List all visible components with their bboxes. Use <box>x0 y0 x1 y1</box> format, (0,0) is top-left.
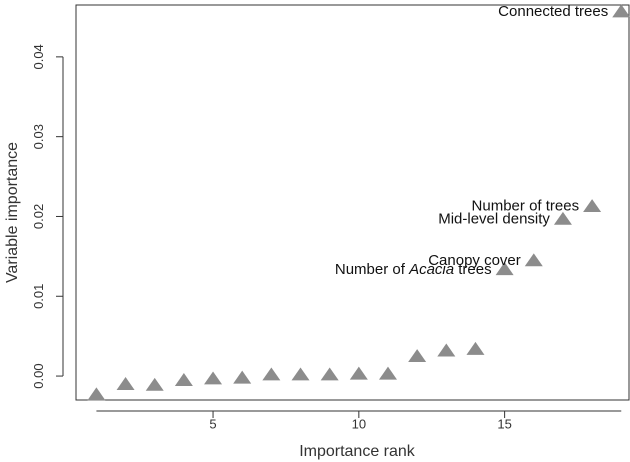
axes: 5 10 15 0.00 0.01 0.02 0.03 0.04 <box>31 4 630 432</box>
plot-frame <box>75 4 630 401</box>
data-point <box>349 366 368 380</box>
point-annotations: Connected trees Number of treesMid-level … <box>335 3 608 278</box>
data-point <box>408 349 427 363</box>
data-point <box>145 377 164 391</box>
data-point <box>583 199 602 213</box>
y-tick-label: 0.02 <box>31 204 46 229</box>
point-label: Connected trees <box>498 3 608 20</box>
y-tick-label: 0.01 <box>31 284 46 309</box>
data-point <box>233 370 252 384</box>
point-label: Number of trees <box>472 198 580 215</box>
y-tick-label: 0.03 <box>31 124 46 149</box>
data-point <box>466 341 485 355</box>
y-axis-title: Variable importance <box>4 142 21 283</box>
data-point <box>495 262 514 276</box>
point-label: Mid-level density <box>438 210 550 227</box>
data-point <box>87 387 106 401</box>
data-point <box>612 4 630 18</box>
data-point <box>320 367 339 381</box>
data-point <box>116 377 135 390</box>
x-axis-title: Importance rank <box>299 443 416 460</box>
point-label: Canopy cover <box>428 252 521 269</box>
data-point <box>378 366 397 380</box>
y-tick-label: 0.04 <box>31 44 46 69</box>
data-point <box>437 343 456 357</box>
x-tick-label: 10 <box>352 417 366 432</box>
data-point <box>204 371 223 385</box>
data-point <box>262 367 281 381</box>
x-tick-label: 5 <box>209 417 216 432</box>
data-point <box>524 253 543 267</box>
point-label: Number of Acacia trees <box>335 261 492 278</box>
data-points <box>87 4 630 401</box>
y-tick-label: 0.00 <box>31 363 46 388</box>
data-point <box>174 373 193 387</box>
data-point <box>553 211 572 225</box>
x-tick-label: 15 <box>497 417 511 432</box>
data-point <box>291 367 310 381</box>
